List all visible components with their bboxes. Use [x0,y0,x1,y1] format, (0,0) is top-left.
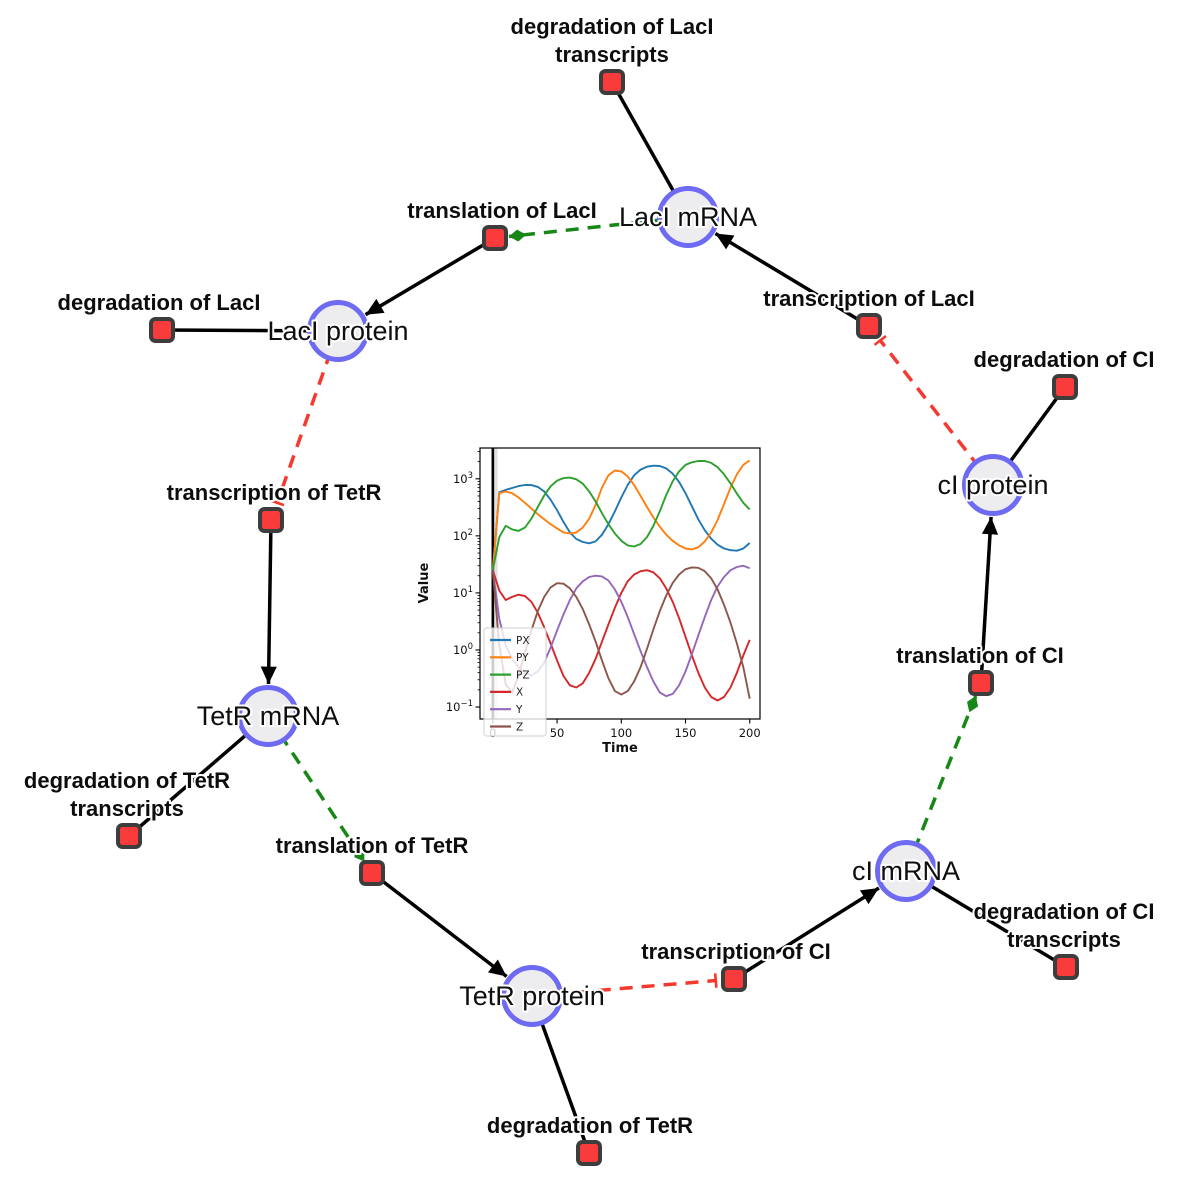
reaction-label-deg_ci_tx-line2: transcripts [1007,927,1121,952]
reaction-node-deg_tetr [576,1140,602,1166]
edge-production-tc_ci-to-ci_mrna [733,886,880,981]
plot-ylabel: Value [417,562,432,603]
reaction-label-tc_ci-line1: transcription of CI [641,939,830,964]
plot-axes-frame [479,447,761,720]
reaction-node-deg_tetr_tx [116,823,142,849]
edge-production-tl_laci-to-laci_protein [364,236,496,317]
reaction-label-deg_laci_tx-line2: transcripts [555,42,669,67]
reaction-node-deg_ci_tx [1053,954,1079,980]
network-nodes [116,69,1079,1166]
y-tick-label: 102 [453,528,473,543]
reaction-node-deg_laci [149,317,175,343]
reaction-node-tc_ci [721,966,747,992]
reaction-label-tc_laci-line1: transcription of LacI [763,286,974,311]
curve-PX [491,464,751,571]
species-label-laci_protein: LacI protein [267,316,408,346]
edge-production-tl_ci-to-ci_protein [979,516,999,684]
species-node-ci_protein [962,454,1024,516]
species-label-ci_protein: cI protein [937,470,1048,500]
reaction-node-tl_laci [482,225,508,251]
x-tick-label: 150 [675,726,697,740]
edge-consumption-ci_mrna-to-deg_ci_tx [905,869,1067,969]
network-labels: LacI mRNA LacI protein TetR mRNA TetR prote… [22,12,1157,1140]
plot-xlabel: Time [602,741,638,756]
plot-legend: PX PY PZ XYZ [483,627,547,737]
species-node-tetr_mrna [237,685,299,747]
edge-modifier-ci_mrna-to-tl_ci [904,695,979,872]
reaction-label-deg_tetr_tx-line1: degradation of TetR [24,768,230,793]
legend-label-PY: PY [516,652,529,664]
species-node-laci_protein [307,300,369,362]
x-tick-label: 50 [550,726,565,740]
y-tick-label: 103 [453,471,473,486]
network-edges [127,81,1067,1154]
reaction-label-tl_tetr-line1: translation of TetR [276,833,469,858]
reaction-label-deg_ci-line1: degradation of CI [974,347,1155,372]
reaction-node-deg_ci [1052,374,1078,400]
reaction-label-tc_tetr-line1: transcription of TetR [167,480,382,505]
y-tick-label: 10−1 [446,699,473,714]
reaction-label-deg_tetr_tx-line2: transcripts [70,796,184,821]
species-label-ci_mrna: cI mRNA [852,856,960,886]
x-tick-label: 100 [610,726,632,740]
y-tick-label: 101 [453,585,473,600]
reaction-node-tc_tetr [258,507,284,533]
legend-box [483,627,547,737]
species-node-laci_mrna [657,186,719,248]
legend-label-X: X [516,687,523,699]
x-tick-label: 200 [739,726,761,740]
legend-label-Y: Y [515,704,523,716]
y-axis-ticks: 10−1 100 101 102 103 [446,451,480,714]
legend-label-Z: Z [516,721,523,733]
curve-X [491,569,751,702]
species-node-tetr_protein [501,965,563,1027]
reaction-label-deg_tetr-line1: degradation of TetR [487,1113,693,1138]
reaction-label-deg_laci-line1: degradation of LacI [58,290,261,315]
reaction-label-deg_laci_tx-line1: degradation of LacI [511,14,714,39]
reaction-label-deg_ci_tx-line1: degradation of CI [974,899,1155,924]
y-tick-label: 100 [453,642,473,657]
species-node-ci_mrna [875,840,937,902]
edge-production-tc_laci-to-laci_mrna [714,232,870,328]
legend-label-PZ: PZ [516,669,530,681]
species-label-tetr_mrna: TetR mRNA [197,701,340,731]
curve-PZ [491,460,751,571]
edge-production-tl_tetr-to-tetr_protein [370,871,508,978]
reaction-label-tl_laci-line1: translation of LacI [407,198,596,223]
reaction-label-tl_ci-line1: translation of CI [896,643,1063,668]
reaction-node-tc_laci [856,313,882,339]
species-label-tetr_protein: TetR protein [459,981,605,1011]
edge-production-tc_tetr-to-tetr_mrna [260,519,277,685]
curve-PY [491,459,751,571]
species-label-laci_mrna: LacI mRNA [619,202,757,232]
curve-Z [491,566,751,699]
reaction-node-tl_ci [968,670,994,696]
reaction-node-tl_tetr [359,860,385,886]
legend-label-PX: PX [516,635,530,647]
reaction-node-deg_laci_tx [599,69,625,95]
